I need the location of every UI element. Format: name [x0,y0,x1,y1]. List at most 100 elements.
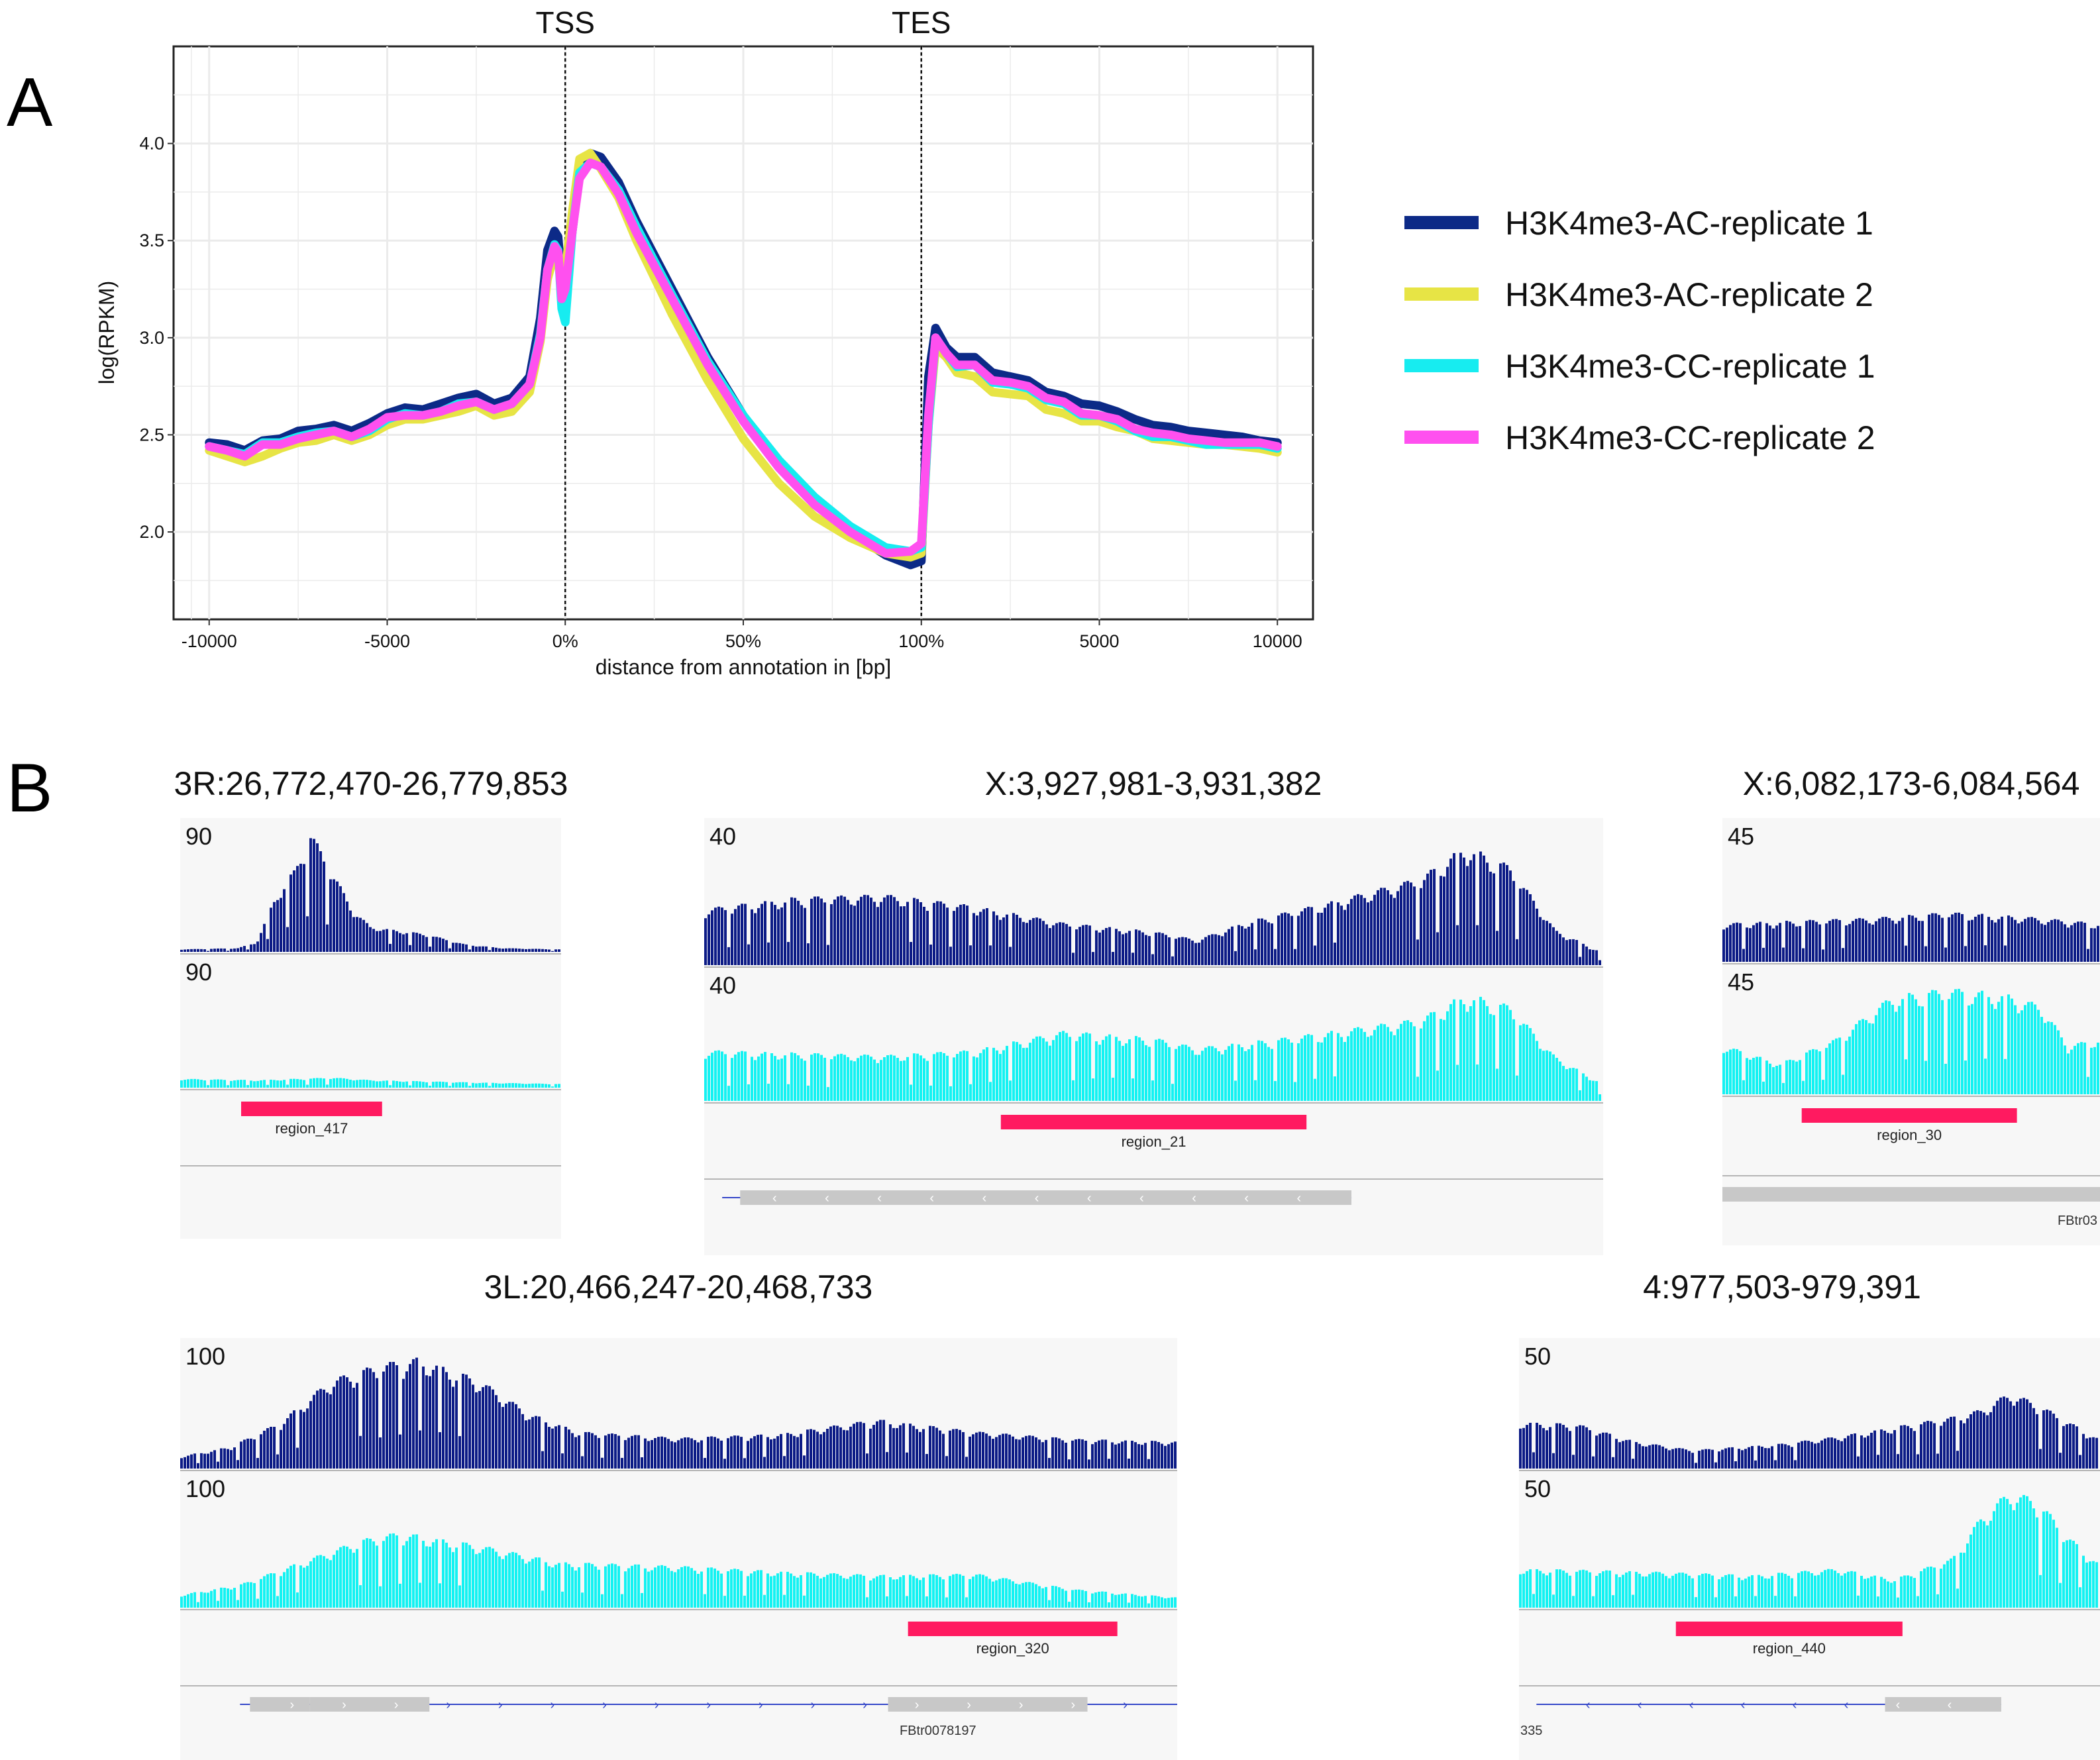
coverage-bar [2087,1076,2089,1094]
coverage-bar [786,1571,789,1608]
coverage-bar [966,906,969,965]
coverage-bar [1832,919,1834,962]
coverage-bar [1247,926,1250,965]
coverage-bar [1739,923,1742,962]
coverage-bar [333,1078,335,1088]
legend-label-3: H3K4me3-CC-replicate 1 [1505,348,1875,385]
coverage-bar [1102,929,1104,965]
coverage-bar [445,1542,448,1608]
coverage-bar [2021,921,2023,962]
coverage-bar [217,948,219,952]
coverage-bar [697,1573,700,1608]
coverage-bar [2039,1575,2042,1608]
coverage-bar [1926,1567,1929,1608]
coverage-bar [1905,1059,1907,1094]
coverage-bar [1072,953,1075,965]
coverage-bar [293,1410,295,1469]
coverage-bar [1221,1054,1224,1101]
locus-title: X:3,927,981-3,931,382 [985,765,1322,802]
coverage-bar [1380,1023,1383,1101]
coverage-bar [568,1429,570,1469]
coverage-bar [1052,925,1055,965]
coverage-bar [1878,918,1881,962]
coverage-bar [770,1053,773,1101]
coverage-bar [1065,1033,1068,1101]
coverage-bar [402,1545,405,1608]
coverage-bar [1406,1020,1409,1101]
coverage-bar [1112,952,1114,965]
coverage-bar [1784,1573,1787,1608]
coverage-bar [1552,927,1555,965]
coverage-bar [1671,1449,1674,1469]
coverage-bar [694,1440,696,1469]
coverage-bar [882,1420,885,1469]
coverage-bar [1944,947,1947,962]
coverage-bar [1632,1594,1634,1608]
coverage-bar [773,1438,776,1469]
coverage-bar [1877,1455,1879,1469]
coverage-bar [1895,1011,1897,1094]
coverage-bar [1307,906,1310,965]
coverage-bar [627,1437,630,1469]
coverage-bar [2079,1455,2081,1469]
coverage-bar [1038,1586,1041,1608]
strand-arrow-icon: ‹ [1244,1191,1249,1206]
coverage-bar [2046,1511,2048,1608]
coverage-bar [412,1359,415,1469]
coverage-bar [780,907,783,965]
coverage-bar [1758,1575,1760,1608]
coverage-bar [627,1568,630,1608]
coverage-bar [250,1582,252,1608]
coverage-bar [763,1594,766,1608]
coverage-bar [1549,1427,1551,1469]
coverage-bar [2095,1437,2098,1469]
coverage-bar [1845,1041,1848,1094]
coverage-bar [1337,902,1339,965]
coverage-bar [1167,1598,1170,1608]
coverage-bar [1128,1602,1130,1608]
coverage-bar [1035,917,1038,965]
coverage-bar [1722,1053,1725,1094]
strand-arrow-icon: ‹ [1035,1191,1039,1206]
coverage-bar [1854,1571,1856,1608]
coverage-bar [1559,1569,1561,1608]
coverage-bar [1785,1060,1788,1094]
coverage-bar [959,904,962,965]
coverage-bar [1151,1080,1154,1101]
coverage-bar [1961,992,1964,1094]
coverage-bar [197,1463,199,1469]
coverage-bar [1314,1078,1316,1101]
coverage-bar [707,1437,709,1469]
coverage-bar [535,1416,537,1469]
coverage-bar [1154,1441,1157,1469]
coverage-bar [518,1408,521,1469]
coverage-bar [2030,917,2033,962]
coverage-bar [1907,1425,1909,1469]
coverage-bar [751,909,753,965]
coverage-bar [1999,1397,2002,1469]
coverage-bar [541,1590,544,1608]
coverage-bar [1310,907,1313,965]
coverage-bar [452,1552,454,1608]
coverage-bar [1094,1442,1097,1469]
strand-arrow-icon: › [863,1698,867,1712]
series-line-4 [205,158,1282,558]
coverage-bar [1741,1450,1744,1469]
coverage-bar [1330,901,1333,965]
coverage-bar [554,1565,557,1608]
coverage-bar [2047,922,2050,962]
coverage-bar [316,1390,319,1469]
coverage-bar [998,1579,1001,1608]
coverage-bar [1271,1049,1273,1101]
coverage-bar [790,897,793,965]
coverage-bar [1767,1448,1770,1469]
coverage-bar [966,1051,969,1101]
coverage-bar [505,948,507,952]
coverage-bar [1420,1028,1422,1101]
coverage-bar [717,906,720,965]
coverage-bar [919,1431,921,1469]
coverage-bar [631,1435,633,1469]
coverage-bar [754,913,757,965]
coverage-bar [1075,1041,1078,1101]
coverage-bar [392,1080,395,1088]
